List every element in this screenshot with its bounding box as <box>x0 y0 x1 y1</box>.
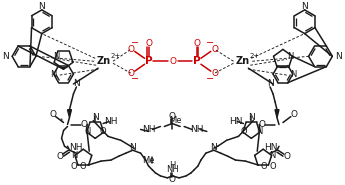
Text: O: O <box>290 110 297 119</box>
Text: O: O <box>127 69 134 78</box>
Text: N: N <box>269 151 275 160</box>
Text: Me: Me <box>169 116 181 125</box>
Text: O: O <box>81 120 88 129</box>
Text: N: N <box>73 80 80 88</box>
Text: O: O <box>100 127 106 136</box>
Text: HN: HN <box>264 143 278 152</box>
Text: N: N <box>287 52 293 61</box>
Text: O: O <box>283 152 290 161</box>
Text: P: P <box>193 56 201 66</box>
Text: O: O <box>169 112 176 121</box>
Text: NH: NH <box>166 165 179 174</box>
Text: N: N <box>71 151 78 160</box>
Text: O: O <box>70 162 77 171</box>
Text: N: N <box>38 2 45 11</box>
Text: P: P <box>145 56 152 66</box>
Text: N: N <box>53 52 60 61</box>
Text: N: N <box>129 143 136 152</box>
Text: O: O <box>49 110 56 119</box>
Text: 2+: 2+ <box>111 53 121 59</box>
Text: O: O <box>194 39 200 48</box>
Text: N: N <box>2 52 9 61</box>
Text: −: − <box>206 38 214 48</box>
Text: NH: NH <box>104 117 118 126</box>
Text: NH: NH <box>69 143 82 152</box>
Polygon shape <box>68 110 71 118</box>
Text: N: N <box>84 127 90 136</box>
Text: N: N <box>290 70 296 79</box>
Text: 2+: 2+ <box>249 53 259 59</box>
Text: N: N <box>92 113 99 122</box>
Text: N: N <box>267 80 274 88</box>
Text: O: O <box>211 45 218 54</box>
Text: N: N <box>248 113 255 122</box>
Text: O: O <box>261 162 267 171</box>
Text: O: O <box>127 45 134 54</box>
Text: −: − <box>131 38 139 48</box>
Text: −: − <box>131 74 139 84</box>
Text: HN: HN <box>229 117 242 126</box>
Text: *: * <box>60 117 63 124</box>
Text: O: O <box>240 127 247 136</box>
Text: NH: NH <box>190 125 204 134</box>
Text: O: O <box>79 162 86 171</box>
Text: Me: Me <box>142 156 155 165</box>
Text: Zn: Zn <box>97 56 111 66</box>
Text: O: O <box>270 162 276 171</box>
Text: O: O <box>56 152 63 161</box>
Text: O: O <box>169 175 176 184</box>
Text: N: N <box>301 2 308 11</box>
Text: N: N <box>50 70 57 79</box>
Text: N: N <box>256 127 263 136</box>
Text: O: O <box>211 69 218 78</box>
Text: O: O <box>145 39 152 48</box>
Text: Zn: Zn <box>235 56 249 66</box>
Text: −: − <box>206 74 214 84</box>
Polygon shape <box>275 110 279 118</box>
Text: O: O <box>169 57 176 66</box>
Text: O: O <box>259 120 266 129</box>
Text: NH: NH <box>142 125 155 134</box>
Text: N: N <box>210 143 217 152</box>
Text: H: H <box>169 161 176 169</box>
Text: N: N <box>335 52 342 61</box>
